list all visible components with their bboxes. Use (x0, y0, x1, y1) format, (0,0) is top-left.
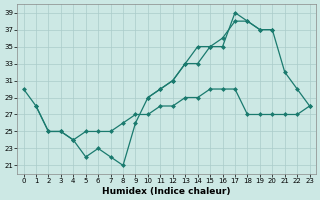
X-axis label: Humidex (Indice chaleur): Humidex (Indice chaleur) (102, 187, 231, 196)
